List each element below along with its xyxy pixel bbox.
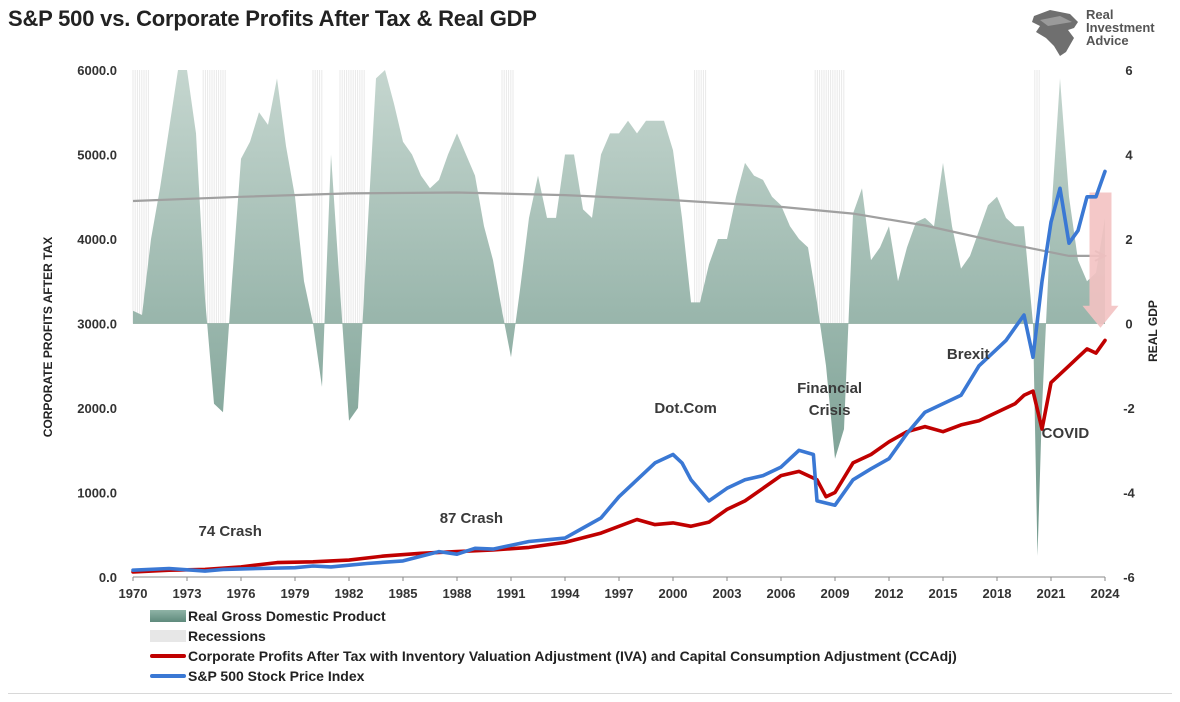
legend-label-gdp: Real Gross Domestic Product: [188, 608, 386, 624]
trend-line: [132, 191, 1105, 257]
annotation-financial-crisis-line2: Crisis: [809, 402, 851, 419]
y-tick-label: 2000.0: [77, 401, 117, 416]
annotation-brexit: Brexit: [947, 346, 990, 363]
x-tick-label: 1982: [335, 586, 364, 601]
x-tick-label: 2012: [875, 586, 904, 601]
chart-plot: 1970 1973 1976 1979 1982 1985 1988 1991 1994 1997…: [77, 63, 1135, 601]
x-tick-label: 1979: [281, 586, 310, 601]
y2-tick-label: -6: [1123, 570, 1135, 585]
chart-title: S&P 500 vs. Corporate Profits After Tax …: [8, 6, 537, 31]
logo-line-3: Advice: [1086, 33, 1129, 48]
x-tick-label: 1988: [443, 586, 472, 601]
annotation-74-crash: 74 Crash: [199, 523, 262, 540]
x-tick-label: 1973: [173, 586, 202, 601]
x-tick-label: 2024: [1091, 586, 1121, 601]
legend-swatch-profits: [150, 654, 186, 658]
legend-swatch-recessions: [150, 630, 186, 642]
y-tick-label: 6000.0: [77, 63, 117, 78]
x-tick-label: 2009: [821, 586, 850, 601]
annotation-dotcom: Dot.Com: [654, 400, 717, 417]
profits-line: [131, 338, 1107, 574]
x-tick-label: 1997: [605, 586, 634, 601]
x-tick-label: 1991: [497, 586, 526, 601]
legend-swatch-sp500: [150, 674, 186, 678]
annotation-financial-crisis-line1: Financial: [797, 380, 862, 397]
legend-label-recessions: Recessions: [188, 628, 266, 644]
x-tick-label: 1994: [551, 586, 581, 601]
x-tick-label: 2018: [983, 586, 1012, 601]
x-tick-label: 2006: [767, 586, 796, 601]
y2-tick-label: 2: [1125, 232, 1132, 247]
y2-tick-label: 0: [1125, 317, 1132, 332]
y-tick-label: 5000.0: [77, 148, 117, 163]
y2-tick-label: -4: [1123, 486, 1135, 501]
sp500-line: [131, 169, 1107, 573]
left-axis-title: CORPORATE PROFITS AFTER TAX: [41, 236, 55, 438]
right-axis-title: REAL GDP: [1146, 300, 1160, 362]
logo-line-2: Investment: [1086, 20, 1155, 35]
logo-text: Real Investment Advice: [1086, 8, 1155, 47]
y-tick-label: 3000.0: [77, 317, 117, 332]
y2-tick-label: 4: [1125, 148, 1133, 163]
x-tick-label: 1985: [389, 586, 418, 601]
y-tick-label: 1000.0: [77, 486, 117, 501]
logo-line-1: Real: [1086, 7, 1114, 22]
x-tick-label: 2000: [659, 586, 688, 601]
bottom-rule: [8, 693, 1172, 694]
annotation-covid: COVID: [1042, 425, 1090, 442]
x-tick-label: 1970: [119, 586, 148, 601]
x-tick-label: 1976: [227, 586, 256, 601]
gdp-area: [133, 70, 1105, 556]
legend-swatch-gdp: [150, 610, 186, 622]
legend-label-profits: Corporate Profits After Tax with Invento…: [188, 648, 957, 664]
x-tick-label: 2021: [1037, 586, 1066, 601]
decline-arrow-icon: [1082, 192, 1119, 328]
logo-eagle-icon: [1032, 10, 1078, 56]
y2-tick-label: -2: [1123, 401, 1135, 416]
legend-label-sp500: S&P 500 Stock Price Index: [188, 668, 365, 684]
legend-item-gdp: Real Gross Domestic Product: [150, 606, 957, 626]
x-tick-label: 2015: [929, 586, 958, 601]
y-tick-label: 4000.0: [77, 232, 117, 247]
legend-item-recessions: Recessions: [150, 626, 957, 646]
legend-item-sp500: S&P 500 Stock Price Index: [150, 666, 957, 686]
legend-item-profits: Corporate Profits After Tax with Invento…: [150, 646, 957, 666]
y-tick-label: 0.0: [99, 570, 117, 585]
y2-tick-label: 6: [1125, 63, 1132, 78]
x-tick-label: 2003: [713, 586, 742, 601]
annotation-87-crash: 87 Crash: [440, 510, 503, 527]
legend: Real Gross Domestic Product Recessions C…: [150, 606, 957, 686]
